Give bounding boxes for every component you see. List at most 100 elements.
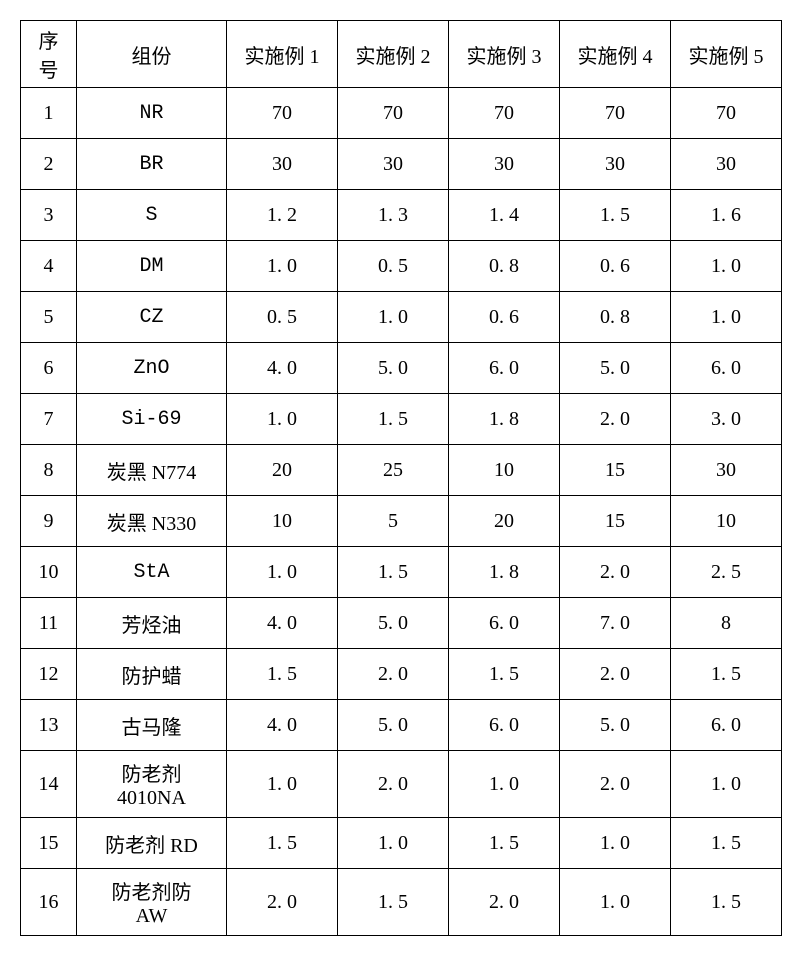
cell-ex3: 0. 8	[449, 241, 560, 292]
cell-ex1: 1. 2	[227, 190, 338, 241]
cell-ex5: 6. 0	[671, 343, 782, 394]
cell-ex1: 0. 5	[227, 292, 338, 343]
cell-ex1: 1. 0	[227, 241, 338, 292]
cell-ex2: 1. 5	[338, 547, 449, 598]
cell-ex4: 0. 6	[560, 241, 671, 292]
col-header-ex2: 实施例 2	[338, 21, 449, 88]
cell-comp: 防老剂防AW	[77, 869, 227, 936]
cell-seq: 4	[21, 241, 77, 292]
cell-ex1: 10	[227, 496, 338, 547]
cell-ex4: 2. 0	[560, 751, 671, 818]
cell-comp-line1: 防老剂	[122, 764, 182, 786]
table-row: 4DM1. 00. 50. 80. 61. 0	[21, 241, 782, 292]
cell-ex2: 1. 0	[338, 818, 449, 869]
cell-ex4: 70	[560, 88, 671, 139]
table-row: 14防老剂4010NA1. 02. 01. 02. 01. 0	[21, 751, 782, 818]
cell-comp: 防老剂4010NA	[77, 751, 227, 818]
cell-comp: 防护蜡	[77, 649, 227, 700]
cell-ex5: 30	[671, 139, 782, 190]
cell-ex4: 15	[560, 445, 671, 496]
cell-seq: 13	[21, 700, 77, 751]
cell-ex2: 30	[338, 139, 449, 190]
cell-ex3: 1. 8	[449, 547, 560, 598]
cell-ex2: 5. 0	[338, 700, 449, 751]
cell-comp: 古马隆	[77, 700, 227, 751]
cell-ex1: 4. 0	[227, 700, 338, 751]
cell-ex5: 70	[671, 88, 782, 139]
cell-comp: S	[77, 190, 227, 241]
cell-ex2: 25	[338, 445, 449, 496]
cell-seq: 1	[21, 88, 77, 139]
cell-ex3: 6. 0	[449, 700, 560, 751]
cell-ex2: 70	[338, 88, 449, 139]
col-header-ex4: 实施例 4	[560, 21, 671, 88]
cell-ex4: 1. 5	[560, 190, 671, 241]
cell-ex1: 30	[227, 139, 338, 190]
cell-ex3: 1. 4	[449, 190, 560, 241]
cell-ex3: 1. 5	[449, 649, 560, 700]
cell-ex5: 6. 0	[671, 700, 782, 751]
table-row: 9炭黑 N330105201510	[21, 496, 782, 547]
cell-comp: CZ	[77, 292, 227, 343]
cell-ex1: 4. 0	[227, 598, 338, 649]
cell-seq: 2	[21, 139, 77, 190]
cell-ex5: 3. 0	[671, 394, 782, 445]
cell-seq: 14	[21, 751, 77, 818]
table-row: 3S1. 21. 31. 41. 51. 6	[21, 190, 782, 241]
cell-ex4: 2. 0	[560, 547, 671, 598]
cell-ex4: 15	[560, 496, 671, 547]
cell-ex1: 70	[227, 88, 338, 139]
col-header-seq-line1: 序	[39, 31, 59, 53]
cell-ex3: 70	[449, 88, 560, 139]
cell-comp-line2: AW	[136, 905, 168, 927]
cell-ex3: 6. 0	[449, 598, 560, 649]
cell-ex5: 30	[671, 445, 782, 496]
table-row: 5CZ0. 51. 00. 60. 81. 0	[21, 292, 782, 343]
cell-ex3: 1. 5	[449, 818, 560, 869]
col-header-seq: 序 号	[21, 21, 77, 88]
cell-comp: 炭黑 N774	[77, 445, 227, 496]
cell-ex3: 1. 0	[449, 751, 560, 818]
col-header-ex5: 实施例 5	[671, 21, 782, 88]
cell-ex1: 1. 0	[227, 547, 338, 598]
cell-ex4: 30	[560, 139, 671, 190]
cell-comp: DM	[77, 241, 227, 292]
cell-ex1: 20	[227, 445, 338, 496]
table-row: 10StA1. 01. 51. 82. 02. 5	[21, 547, 782, 598]
cell-ex2: 5. 0	[338, 598, 449, 649]
cell-ex3: 10	[449, 445, 560, 496]
cell-ex2: 1. 5	[338, 869, 449, 936]
cell-seq: 6	[21, 343, 77, 394]
cell-ex5: 8	[671, 598, 782, 649]
cell-comp: StA	[77, 547, 227, 598]
table-row: 11芳烃油4. 05. 06. 07. 08	[21, 598, 782, 649]
cell-ex1: 1. 5	[227, 649, 338, 700]
table-row: 2BR3030303030	[21, 139, 782, 190]
table-row: 13古马隆4. 05. 06. 05. 06. 0	[21, 700, 782, 751]
composition-table: 序 号 组份 实施例 1 实施例 2 实施例 3 实施例 4 实施例 5 1NR…	[20, 20, 782, 936]
col-header-ex3: 实施例 3	[449, 21, 560, 88]
table-row: 15防老剂 RD1. 51. 01. 51. 01. 5	[21, 818, 782, 869]
cell-comp-line2: 4010NA	[117, 787, 186, 809]
cell-ex4: 7. 0	[560, 598, 671, 649]
cell-comp: BR	[77, 139, 227, 190]
cell-ex3: 30	[449, 139, 560, 190]
cell-ex5: 1. 5	[671, 818, 782, 869]
cell-ex2: 2. 0	[338, 751, 449, 818]
cell-seq: 8	[21, 445, 77, 496]
cell-seq: 10	[21, 547, 77, 598]
cell-ex3: 0. 6	[449, 292, 560, 343]
table-row: 16防老剂防AW2. 01. 52. 01. 01. 5	[21, 869, 782, 936]
cell-ex4: 2. 0	[560, 394, 671, 445]
cell-ex1: 1. 5	[227, 818, 338, 869]
cell-comp: 防老剂 RD	[77, 818, 227, 869]
cell-seq: 5	[21, 292, 77, 343]
table-body: 序 号 组份 实施例 1 实施例 2 实施例 3 实施例 4 实施例 5 1NR…	[21, 21, 782, 936]
cell-ex5: 10	[671, 496, 782, 547]
cell-ex2: 1. 5	[338, 394, 449, 445]
cell-ex5: 1. 0	[671, 241, 782, 292]
cell-seq: 7	[21, 394, 77, 445]
cell-ex4: 1. 0	[560, 869, 671, 936]
cell-ex5: 1. 6	[671, 190, 782, 241]
table-row: 8炭黑 N7742025101530	[21, 445, 782, 496]
